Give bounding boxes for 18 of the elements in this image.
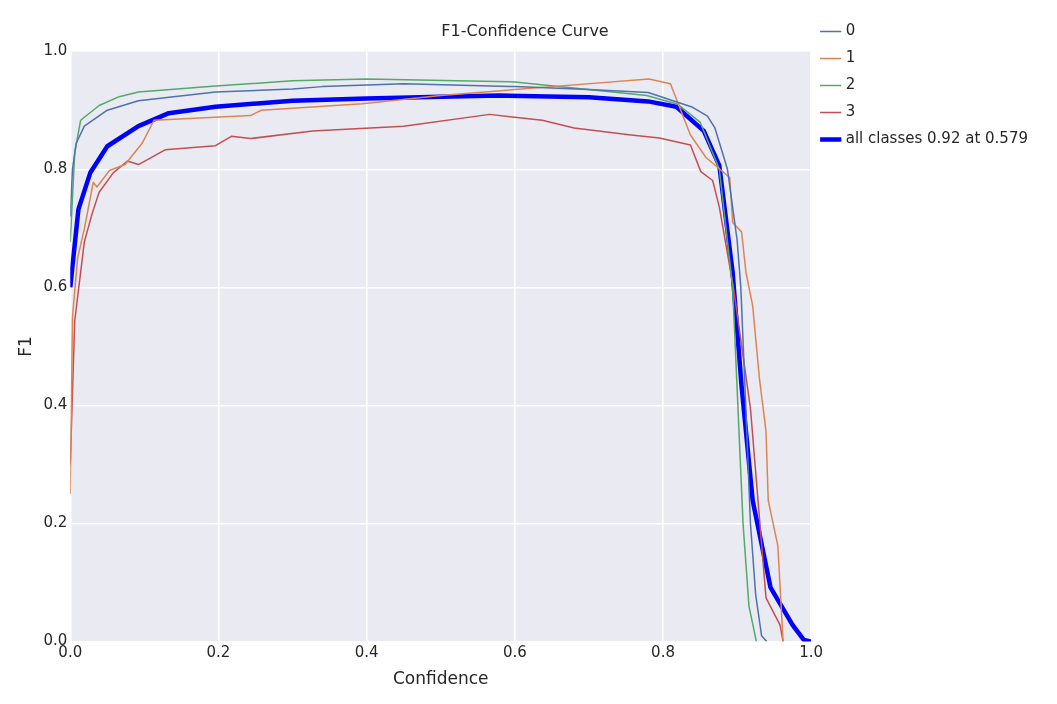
y-tick-label: 0.4 xyxy=(43,395,68,414)
y-axis-title: F1 xyxy=(14,336,35,357)
legend-label: all classes 0.92 at 0.579 xyxy=(845,129,1028,148)
y-tick-label: 1.0 xyxy=(43,41,68,60)
x-tick-label: 0.6 xyxy=(502,643,527,662)
y-tick-label: 0.6 xyxy=(43,277,68,296)
x-axis-title: Confidence xyxy=(392,668,489,689)
x-tick-label: 0.8 xyxy=(651,643,675,662)
x-tick-label: 1.0 xyxy=(799,643,824,662)
legend-label: 3 xyxy=(845,102,856,121)
y-tick-label: 0.2 xyxy=(43,513,68,532)
x-tick-label: 0.4 xyxy=(354,643,379,662)
legend-label: 2 xyxy=(845,75,856,94)
y-tick-label: 0.8 xyxy=(43,159,68,178)
chart-title: F1-Confidence Curve xyxy=(441,20,609,40)
legend-label: 0 xyxy=(845,21,856,40)
legend-label: 1 xyxy=(845,48,856,67)
x-tick-label: 0.2 xyxy=(206,643,231,662)
